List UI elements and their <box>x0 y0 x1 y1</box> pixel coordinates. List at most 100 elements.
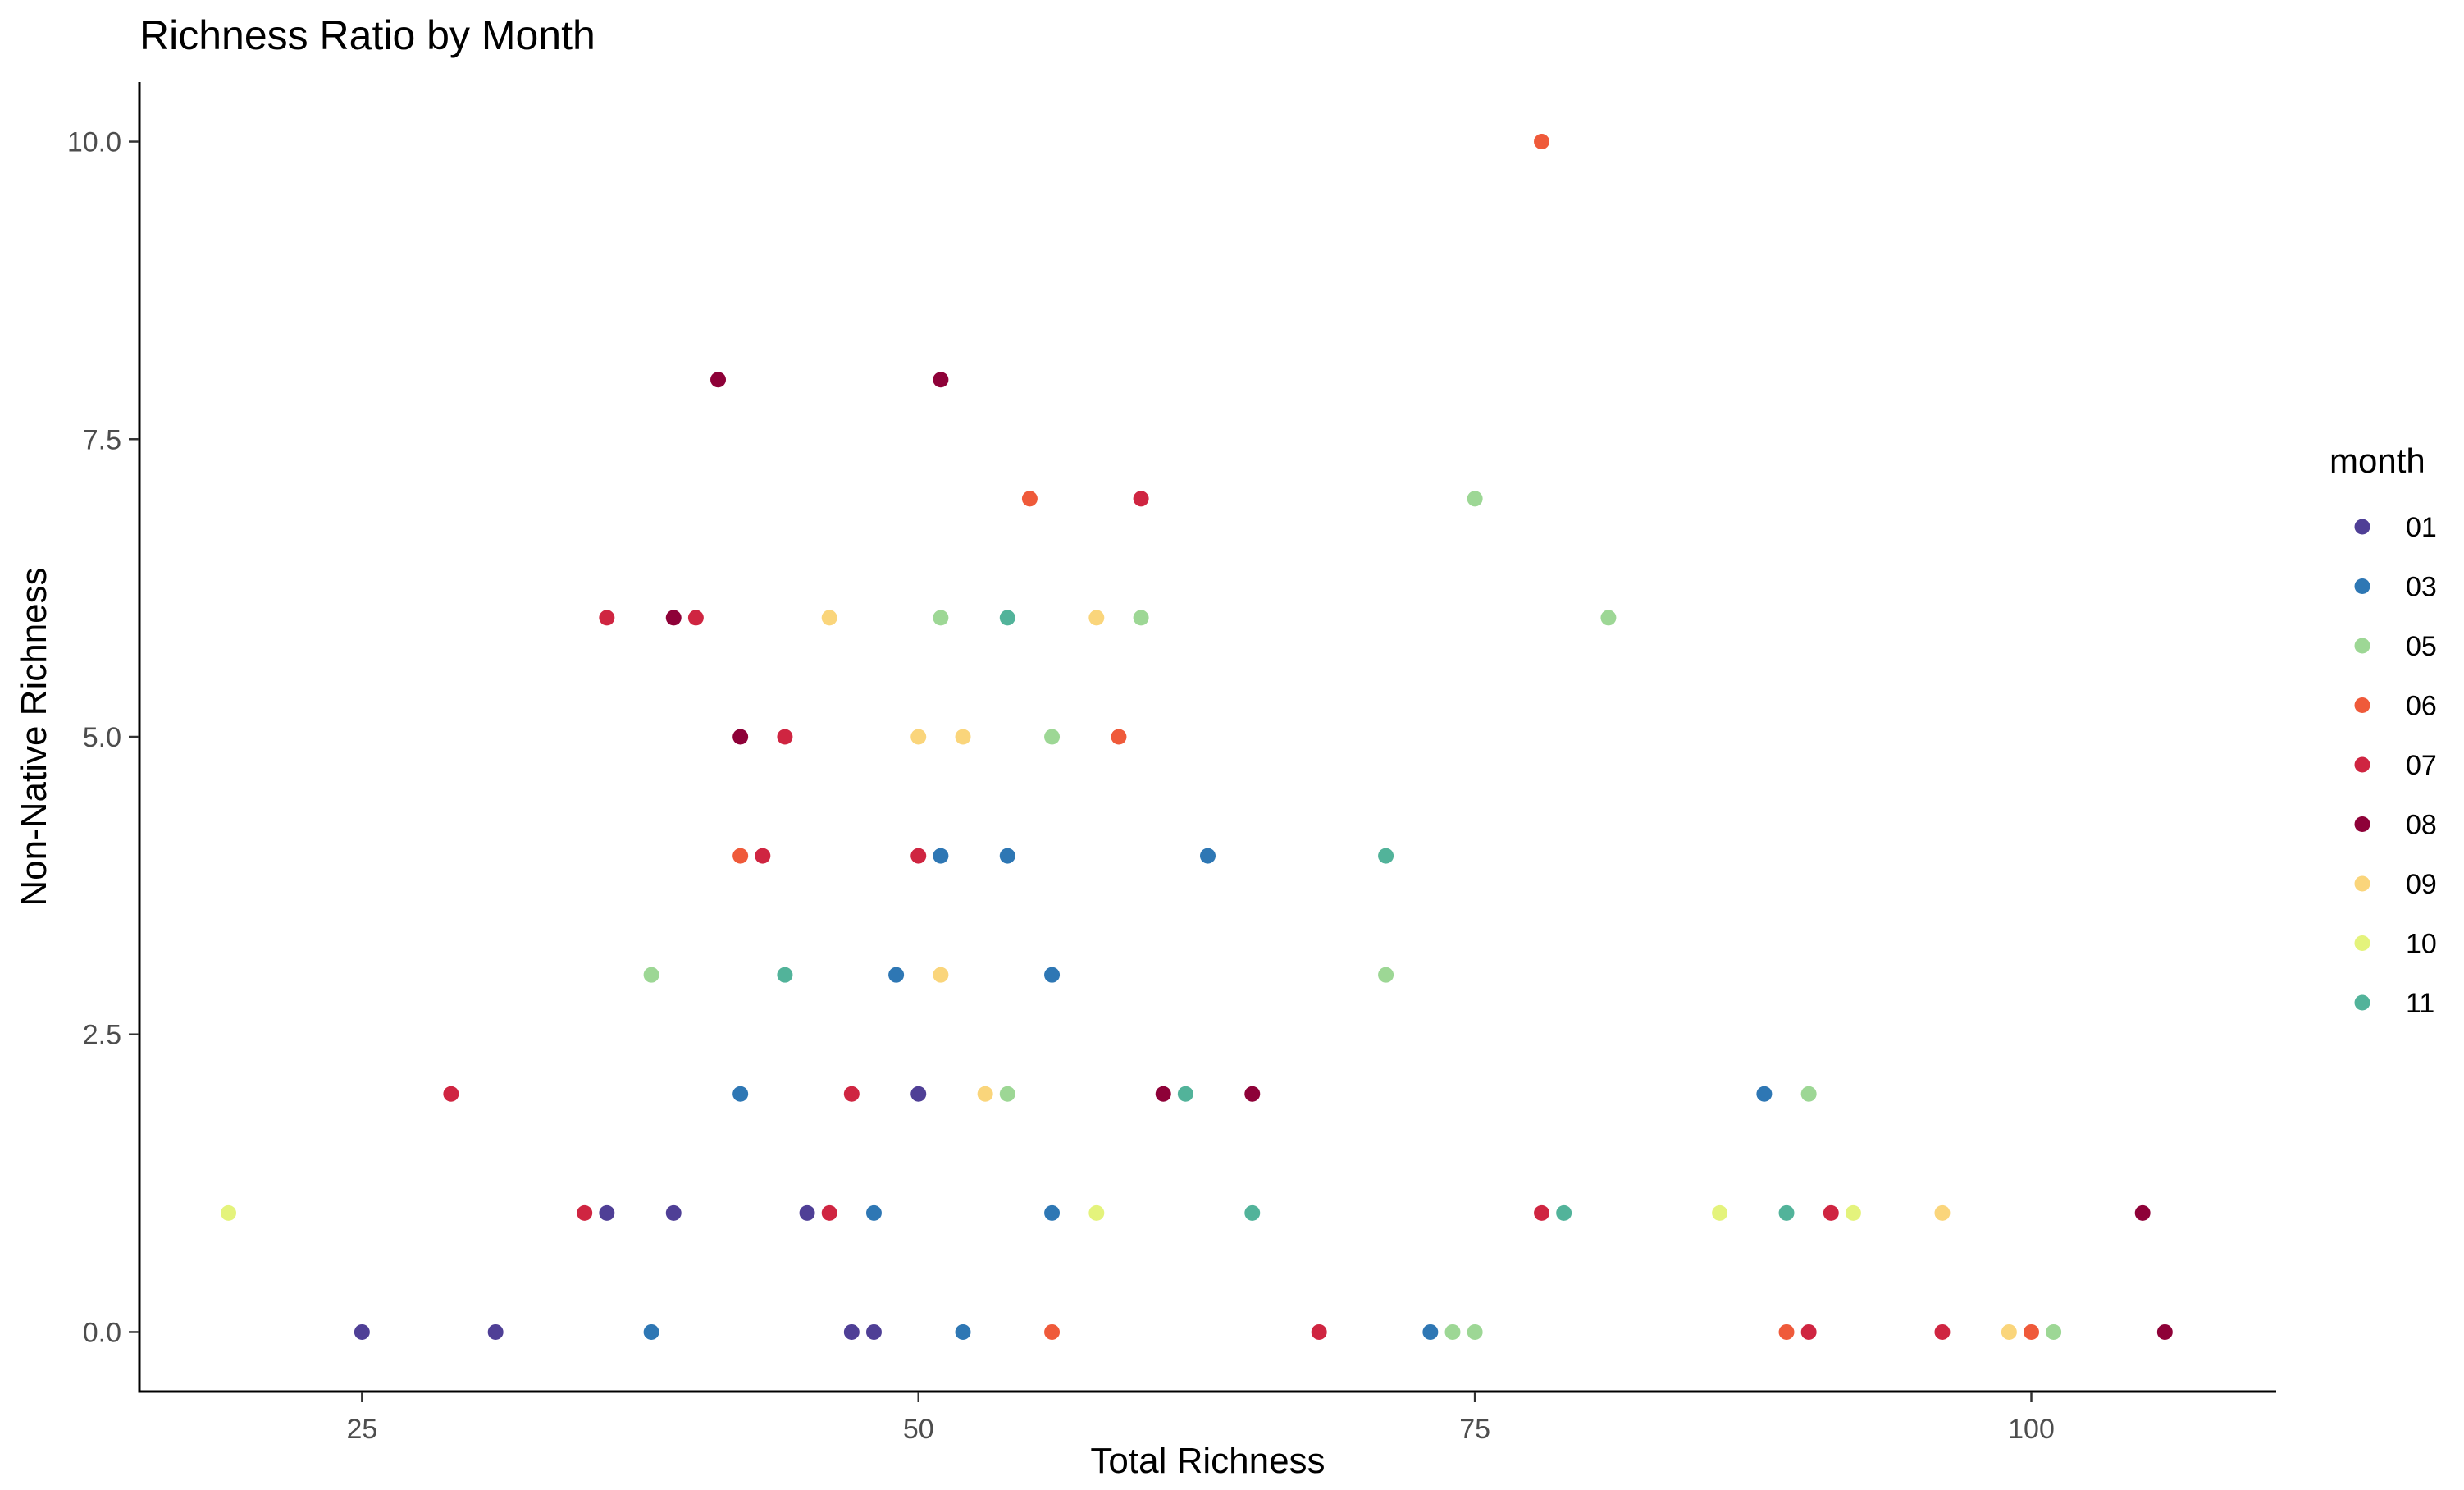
legend-label: 11 <box>2406 988 2434 1019</box>
data-point <box>1845 1204 1861 1221</box>
data-point <box>1044 729 1061 745</box>
data-point <box>933 848 949 864</box>
data-point <box>1155 1086 1171 1102</box>
data-point <box>1756 1086 1773 1102</box>
data-point <box>1177 1086 1193 1102</box>
data-point <box>1444 1323 1461 1340</box>
y-tick-label: 0.0 <box>83 1317 121 1348</box>
data-point <box>665 1204 682 1221</box>
data-point <box>2001 1323 2017 1340</box>
legend-label: 06 <box>2406 691 2437 722</box>
data-point <box>732 729 749 745</box>
data-point <box>2156 1323 2173 1340</box>
data-point <box>843 1323 860 1340</box>
legend-label: 08 <box>2406 810 2437 841</box>
x-axis-label: Total Richness <box>1090 1441 1325 1481</box>
data-point <box>910 729 927 745</box>
y-tick-label: 5.0 <box>83 722 121 753</box>
data-point <box>910 1086 927 1102</box>
data-point <box>1934 1323 1951 1340</box>
legend-key <box>2354 994 2370 1011</box>
data-point <box>1934 1204 1951 1221</box>
data-point <box>1021 491 1038 507</box>
data-point <box>732 848 749 864</box>
data-point <box>1133 491 1149 507</box>
data-point <box>687 610 704 626</box>
data-point <box>1778 1323 1795 1340</box>
data-point <box>1422 1323 1439 1340</box>
y-axis-ticks: 0.0 2.5 5.0 7.5 10.0 <box>67 127 139 1348</box>
data-point <box>865 1204 882 1221</box>
legend-key <box>2354 756 2370 773</box>
legend-key <box>2354 519 2370 535</box>
data-point <box>643 967 659 983</box>
data-point <box>955 729 971 745</box>
data-point <box>643 1323 659 1340</box>
data-point <box>1244 1086 1261 1102</box>
legend-label: 03 <box>2406 572 2437 603</box>
data-point <box>799 1204 815 1221</box>
chart-title: Richness Ratio by Month <box>139 12 595 58</box>
legend-items: 01 03 05 06 07 08 09 10 11 <box>2354 512 2437 1019</box>
legend: month 01 03 05 06 07 08 09 10 11 <box>2329 441 2437 1019</box>
legend-key <box>2354 935 2370 951</box>
data-point <box>599 610 615 626</box>
data-point <box>665 610 682 626</box>
data-point <box>1378 848 1394 864</box>
data-point <box>1467 1323 1483 1340</box>
data-point <box>1800 1323 1817 1340</box>
data-point <box>1244 1204 1261 1221</box>
data-point <box>221 1204 237 1221</box>
data-point <box>1044 1204 1061 1221</box>
data-point <box>1534 134 1550 150</box>
data-point <box>1600 610 1617 626</box>
data-point <box>977 1086 993 1102</box>
data-point <box>821 1204 837 1221</box>
legend-label: 09 <box>2406 869 2437 900</box>
data-point <box>843 1086 860 1102</box>
data-point <box>755 848 771 864</box>
data-point <box>1044 1323 1061 1340</box>
data-point <box>487 1323 504 1340</box>
data-point <box>999 1086 1015 1102</box>
legend-title: month <box>2329 441 2425 480</box>
data-point <box>2024 1323 2040 1340</box>
y-tick-label: 10.0 <box>67 127 121 158</box>
legend-key <box>2354 697 2370 713</box>
data-point <box>599 1204 615 1221</box>
data-point <box>577 1204 593 1221</box>
data-point <box>933 372 949 388</box>
plot-area: 25 50 75 100 0.0 2.5 5.0 7.5 10.0 <box>67 82 2276 1445</box>
data-point <box>888 967 905 983</box>
data-point <box>1200 848 1216 864</box>
data-point <box>1778 1204 1795 1221</box>
data-point <box>1044 967 1061 983</box>
data-points <box>221 134 2173 1340</box>
data-point <box>443 1086 459 1102</box>
data-point <box>955 1323 971 1340</box>
data-point <box>1378 967 1394 983</box>
data-point <box>1823 1204 1839 1221</box>
data-point <box>999 848 1015 864</box>
data-point <box>865 1323 882 1340</box>
data-point <box>2046 1323 2062 1340</box>
data-point <box>777 967 793 983</box>
data-point <box>999 610 1015 626</box>
data-point <box>354 1323 370 1340</box>
legend-key <box>2354 875 2370 892</box>
x-axis-ticks: 25 50 75 100 <box>346 1392 2055 1445</box>
x-tick-label: 100 <box>2008 1414 2055 1445</box>
y-axis-label: Non-Native Richness <box>14 567 54 906</box>
data-point <box>933 610 949 626</box>
y-tick-label: 7.5 <box>83 424 121 455</box>
legend-label: 01 <box>2406 512 2437 543</box>
data-point <box>1311 1323 1327 1340</box>
data-point <box>1712 1204 1728 1221</box>
data-point <box>1111 729 1127 745</box>
y-tick-label: 2.5 <box>83 1020 121 1051</box>
data-point <box>2134 1204 2151 1221</box>
x-tick-label: 50 <box>903 1414 934 1445</box>
data-point <box>1088 610 1105 626</box>
legend-label: 05 <box>2406 631 2437 662</box>
